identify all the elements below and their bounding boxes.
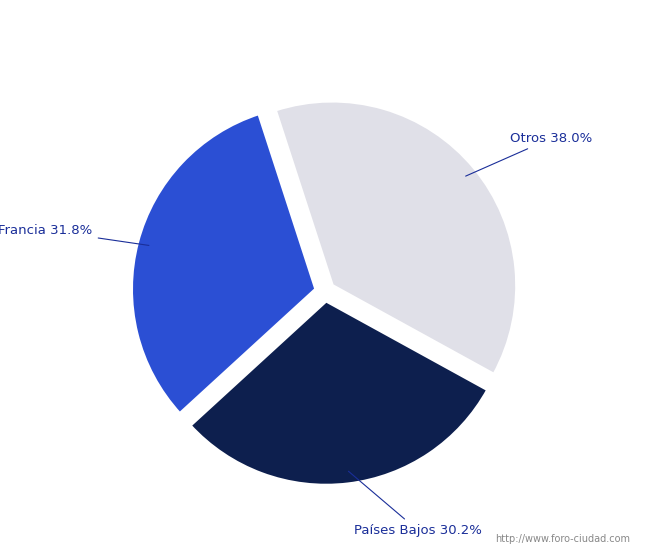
Wedge shape	[275, 101, 517, 375]
Text: Francia 31.8%: Francia 31.8%	[0, 224, 149, 245]
Wedge shape	[131, 113, 316, 414]
Text: Otros 38.0%: Otros 38.0%	[465, 132, 592, 176]
Text: Países Bajos 30.2%: Países Bajos 30.2%	[348, 471, 482, 537]
Text: http://www.foro-ciudad.com: http://www.foro-ciudad.com	[495, 535, 630, 544]
Text: Riópar - Turistas extranjeros según país - Octubre de 2024: Riópar - Turistas extranjeros según país…	[101, 16, 549, 33]
Wedge shape	[190, 301, 488, 486]
